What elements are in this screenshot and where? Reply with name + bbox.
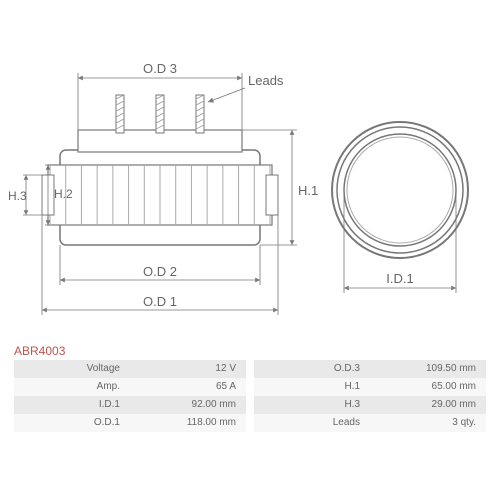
svg-text:O.D 1: O.D 1 — [143, 294, 177, 309]
spec-value: 65.00 mm — [370, 378, 486, 396]
svg-text:O.D 3: O.D 3 — [143, 61, 177, 76]
spec-label: Voltage — [14, 360, 130, 378]
spec-table: Voltage12 VAmp.65 AI.D.192.00 mmO.D.1118… — [0, 360, 500, 432]
spec-column-left: Voltage12 VAmp.65 AI.D.192.00 mmO.D.1118… — [14, 360, 246, 432]
svg-text:O.D 2: O.D 2 — [143, 264, 177, 279]
spec-label: H.1 — [254, 378, 370, 396]
spec-value: 65 A — [130, 378, 246, 396]
spec-value: 12 V — [130, 360, 246, 378]
spec-label: O.D.1 — [14, 414, 130, 432]
spec-value: 29.00 mm — [370, 396, 486, 414]
svg-text:H.3: H.3 — [8, 189, 27, 203]
spec-row: Leads3 qty. — [254, 414, 486, 432]
spec-row: H.329.00 mm — [254, 396, 486, 414]
spec-row: I.D.192.00 mm — [14, 396, 246, 414]
technical-diagram: O.D 3 Leads O.D 2 O.D 1 H.1 H.2 H.3 I.D.1 — [0, 0, 500, 340]
spec-row: H.165.00 mm — [254, 378, 486, 396]
spec-label: Leads — [254, 414, 370, 432]
spec-row: O.D.3109.50 mm — [254, 360, 486, 378]
spec-row: O.D.1118.00 mm — [14, 414, 246, 432]
spec-label: O.D.3 — [254, 360, 370, 378]
spec-row: Voltage12 V — [14, 360, 246, 378]
spec-value: 109.50 mm — [370, 360, 486, 378]
svg-text:H.2: H.2 — [54, 187, 73, 201]
diagram-svg: O.D 3 Leads O.D 2 O.D 1 H.1 H.2 H.3 I.D.1 — [0, 0, 500, 340]
svg-text:Leads: Leads — [248, 73, 284, 88]
svg-text:I.D.1: I.D.1 — [386, 271, 413, 286]
spec-value: 92.00 mm — [130, 396, 246, 414]
spec-value: 3 qty. — [370, 414, 486, 432]
spec-row: Amp.65 A — [14, 378, 246, 396]
spec-value: 118.00 mm — [130, 414, 246, 432]
spec-label: H.3 — [254, 396, 370, 414]
spec-label: I.D.1 — [14, 396, 130, 414]
spec-column-right: O.D.3109.50 mmH.165.00 mmH.329.00 mmLead… — [254, 360, 486, 432]
part-code: ABR4003 — [14, 344, 500, 358]
svg-text:H.1: H.1 — [298, 183, 318, 198]
spec-label: Amp. — [14, 378, 130, 396]
